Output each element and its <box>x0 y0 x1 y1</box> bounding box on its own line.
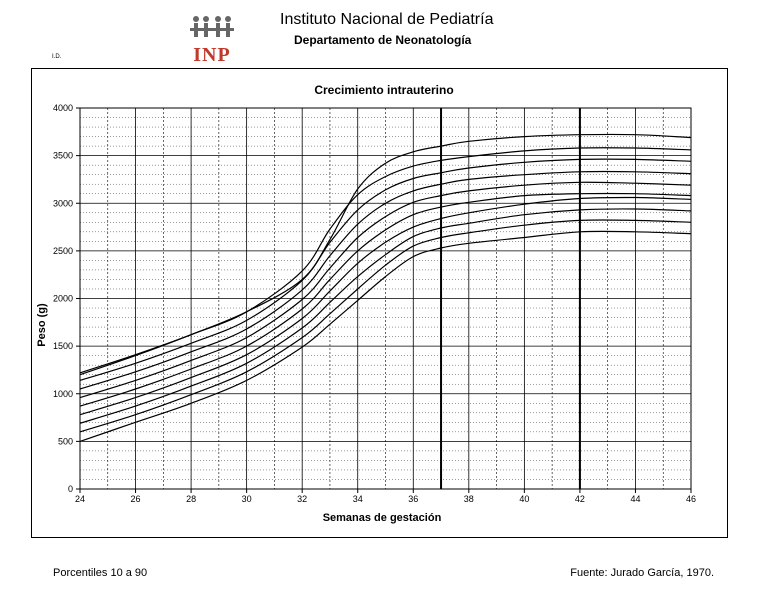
id-label: I.D. <box>52 54 62 60</box>
chart-title: Crecimiento intrauterino <box>314 83 454 97</box>
institution-title: Instituto Nacional de Pediatría <box>280 11 494 28</box>
y-tick-label: 500 <box>58 436 73 446</box>
x-tick-label: 40 <box>519 494 529 504</box>
chart-series <box>79 133 692 442</box>
inp-logo-text: INP <box>193 44 231 66</box>
x-tick-label: 24 <box>75 494 85 504</box>
x-tick-label: 44 <box>630 494 640 504</box>
x-tick-label: 32 <box>297 494 307 504</box>
footer-source: Fuente: Jurado García, 1970. <box>570 567 714 579</box>
percentile-curve <box>79 181 692 399</box>
x-tick-label: 42 <box>575 494 585 504</box>
chart-axes: 24 26 28 30 32 34 36 38 40 42 44 46 0 500 1000 1500 2000… <box>53 103 696 504</box>
percentile-curve <box>79 219 692 433</box>
x-tick-label: 26 <box>131 494 141 504</box>
y-tick-label: 1000 <box>53 389 73 399</box>
x-tick-label: 28 <box>186 494 196 504</box>
percentile-curve <box>79 133 692 376</box>
y-axis-label: Peso (g) <box>36 303 48 347</box>
percentile-curve <box>79 192 692 407</box>
y-tick-label: 1500 <box>53 341 73 351</box>
x-tick-label: 30 <box>242 494 252 504</box>
percentile-curve <box>79 170 692 390</box>
y-tick-label: 0 <box>68 484 73 494</box>
y-tick-label: 2500 <box>53 246 73 256</box>
x-tick-label: 46 <box>686 494 696 504</box>
y-tick-label: 2000 <box>53 294 73 304</box>
y-tick-label: 4000 <box>53 103 73 113</box>
x-tick-label: 34 <box>353 494 363 504</box>
x-tick-label: 38 <box>464 494 474 504</box>
footer-percentiles: Porcentiles 10 a 90 <box>53 567 148 579</box>
department-title: Departamento de Neonatología <box>294 33 472 47</box>
inp-logo: INP <box>184 14 240 66</box>
x-tick-label: 36 <box>408 494 418 504</box>
chart-grid <box>79 108 692 489</box>
y-tick-label: 3000 <box>53 198 73 208</box>
percentile-curve <box>79 196 692 416</box>
percentile-curve <box>79 230 692 442</box>
chart-frame <box>31 68 728 538</box>
percentile-curve <box>79 208 692 424</box>
percentile-curve <box>79 158 692 381</box>
y-tick-label: 3500 <box>53 151 73 161</box>
x-axis-label: Semanas de gestación <box>323 512 442 524</box>
inp-logo-figures <box>190 16 234 37</box>
